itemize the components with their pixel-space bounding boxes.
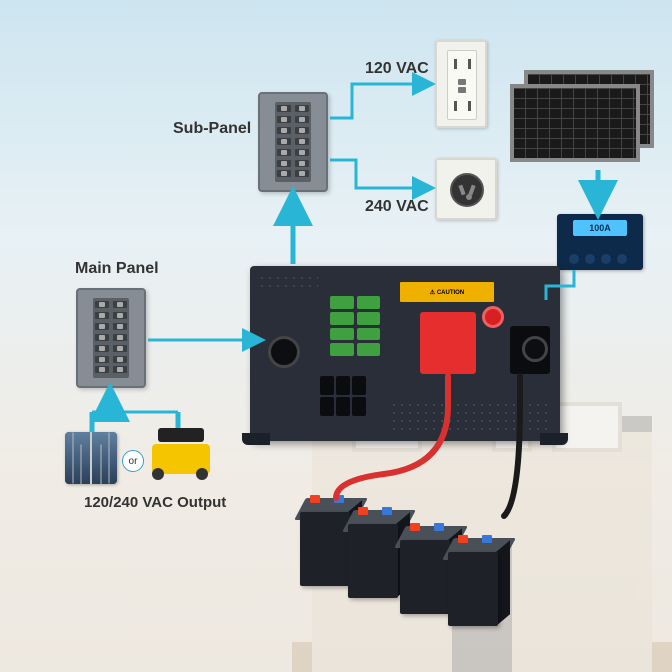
inverter: ⚠ CAUTION <box>250 266 560 441</box>
outlet-240vac <box>435 158 497 220</box>
main-panel <box>76 288 146 388</box>
breaker-strip <box>275 102 311 182</box>
or-badge: or <box>122 450 144 472</box>
generator-icon <box>148 428 214 480</box>
outlet-120-label: 120 VAC <box>365 60 429 78</box>
grid-power-icon <box>65 432 117 484</box>
outlet-240-label: 240 VAC <box>365 198 429 216</box>
main-panel-label: Main Panel <box>75 260 159 278</box>
caution-label: ⚠ CAUTION <box>400 282 494 302</box>
inverter-ac-input <box>268 336 300 368</box>
charge-controller: 100A <box>557 214 643 270</box>
inverter-battery-pos <box>420 312 476 374</box>
outlet-120vac <box>435 40 487 128</box>
inverter-ext-charger <box>522 336 548 362</box>
source-label: 120/240 VAC Output <box>84 494 226 511</box>
sub-panel <box>258 92 328 192</box>
breaker-strip <box>93 298 129 378</box>
controller-screen: 100A <box>573 220 627 236</box>
sub-panel-label: Sub-Panel <box>173 120 251 138</box>
